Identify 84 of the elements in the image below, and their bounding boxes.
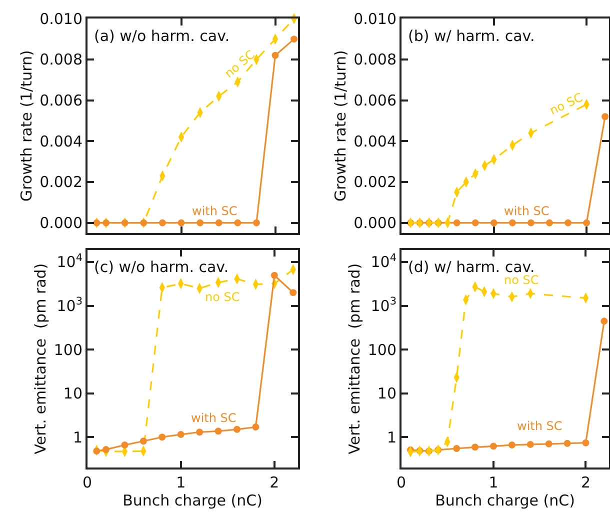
y-axis-title: Growth rate (1/turn) <box>331 50 350 202</box>
point <box>121 442 128 449</box>
point <box>453 444 460 452</box>
point <box>102 446 110 454</box>
annotation: (c) w/o harm. cav. <box>94 258 229 276</box>
y-axis-title: Vert. emittance (pm rad) <box>346 263 364 454</box>
point <box>158 434 166 441</box>
point <box>234 426 240 433</box>
point <box>252 424 260 431</box>
point <box>214 428 222 435</box>
y-axis-title: Growth rate (1/turn) <box>17 50 36 202</box>
x-tick-label: 2 <box>580 473 591 492</box>
y-tick-label: 10$^{4}$ <box>370 252 397 272</box>
point <box>252 219 260 226</box>
point <box>545 440 552 448</box>
point <box>270 272 278 279</box>
point <box>602 113 609 120</box>
point <box>490 442 498 450</box>
annotation: (b) w/ harm. cav. <box>408 27 535 45</box>
x-axis-title: Bunch charge (nC) <box>435 491 575 510</box>
series-label: no SC <box>504 273 539 287</box>
point <box>583 219 590 226</box>
text: no SC <box>222 47 258 81</box>
y-tick-label: 10 <box>63 384 83 403</box>
series-label: with SC <box>517 419 562 433</box>
text: no SC <box>547 90 585 118</box>
x-tick-label: 0 <box>82 473 92 492</box>
y-tick-label: 0.004 <box>40 132 83 150</box>
y-tick-label: 0.008 <box>40 50 83 69</box>
y-tick-label: 10$^{4}$ <box>56 252 83 272</box>
y-tick-label: 0.006 <box>40 92 83 110</box>
point <box>215 219 222 226</box>
point <box>178 219 185 226</box>
x-tick-label: 0 <box>396 473 406 492</box>
point <box>177 430 184 438</box>
y-tick-label: 10 <box>377 384 397 403</box>
point <box>508 442 516 449</box>
y-tick-label: 0.002 <box>354 173 397 192</box>
y-tick-label: 0.008 <box>354 50 397 69</box>
point <box>272 52 279 59</box>
point <box>472 219 479 226</box>
point <box>140 438 147 445</box>
point <box>453 219 460 226</box>
point <box>290 289 297 296</box>
y-tick-label: 0.010 <box>354 10 397 28</box>
x-tick-label: 1 <box>488 473 498 492</box>
annotation: (d) w/ harm. cav. <box>408 258 535 276</box>
y-tick-label: 100 <box>368 340 397 359</box>
y-tick-label: 100 <box>54 340 83 359</box>
y-tick-label: 0.000 <box>354 214 397 232</box>
x-tick-label: 1 <box>176 473 186 492</box>
point <box>196 219 204 226</box>
point <box>290 36 298 43</box>
point <box>600 318 608 325</box>
x-axis-title: Bunch charge (nC) <box>122 491 262 510</box>
series-label: with SC <box>192 204 238 218</box>
point <box>508 219 516 226</box>
point <box>158 219 166 226</box>
y-tick-label: 0.004 <box>354 132 397 150</box>
series-label: with SC <box>191 411 236 425</box>
point <box>196 428 204 436</box>
series-label: no SC <box>205 290 240 304</box>
y-tick-label: 1 <box>72 428 83 446</box>
annotation: (a) w/o harm. cav. <box>94 27 230 45</box>
y-tick-label: 1 <box>386 428 397 446</box>
point <box>526 440 534 448</box>
point <box>564 219 572 226</box>
point <box>546 219 554 226</box>
point <box>472 444 479 451</box>
y-tick-label: 0.010 <box>40 10 83 28</box>
point <box>93 448 100 455</box>
y-axis-title: Vert. emittance (pm rad) <box>32 263 50 454</box>
point <box>527 219 534 226</box>
y-tick-label: 0.006 <box>354 92 397 110</box>
y-tick-label: 10$^{3}$ <box>370 296 397 316</box>
x-tick-label: 2 <box>270 473 280 492</box>
point <box>490 219 498 226</box>
y-tick-label: 0.000 <box>40 214 83 232</box>
point <box>234 219 242 226</box>
series-label: with SC <box>504 204 550 218</box>
y-tick-label: 10$^{3}$ <box>56 296 83 316</box>
y-tick-label: 0.002 <box>40 173 83 192</box>
point <box>582 439 590 446</box>
point <box>564 440 571 447</box>
